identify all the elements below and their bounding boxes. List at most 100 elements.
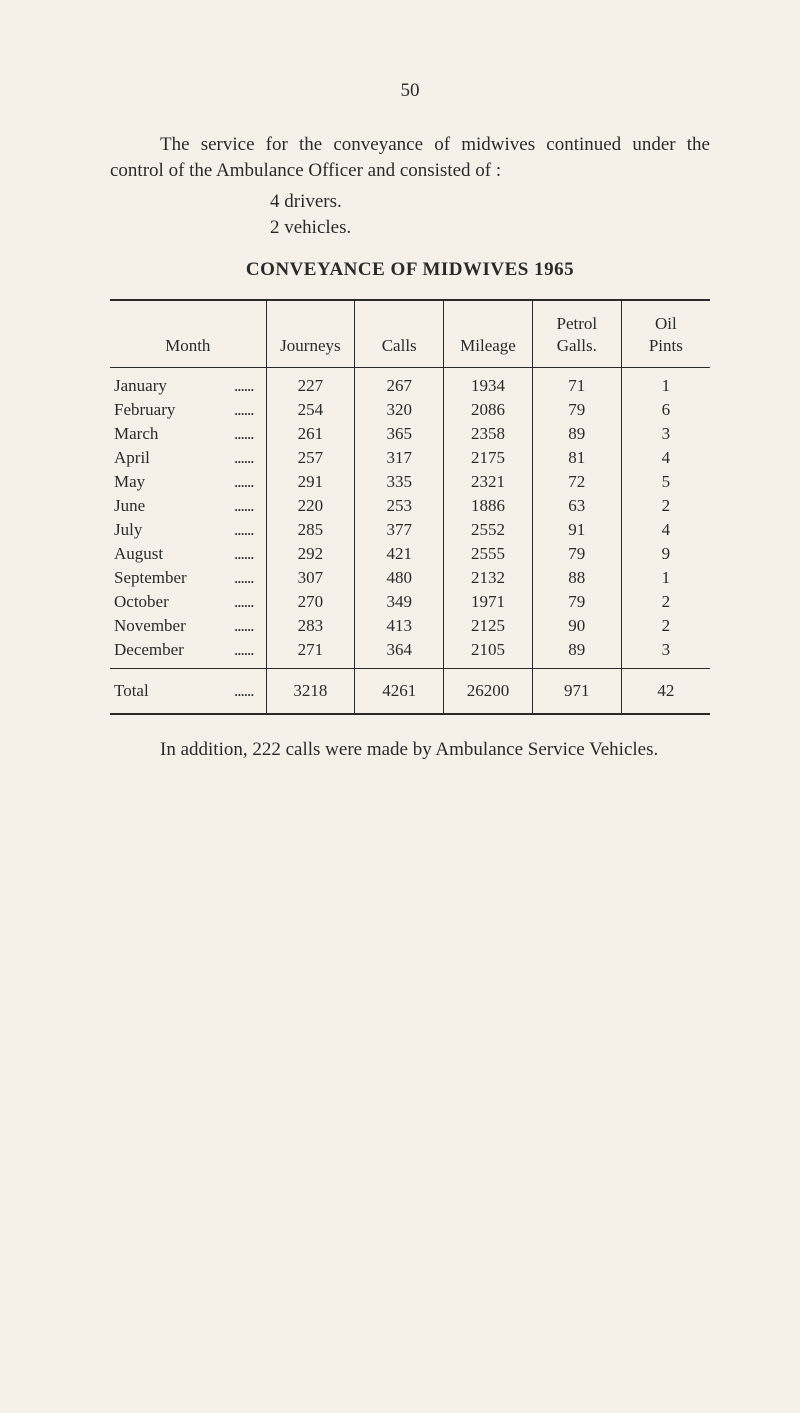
cell-mileage: 2555 xyxy=(444,542,533,566)
cell-oil: 1 xyxy=(621,367,710,398)
table-row: May......2913352321725 xyxy=(110,470,710,494)
table-row: February......2543202086796 xyxy=(110,398,710,422)
cell-journeys: 220 xyxy=(266,494,355,518)
cell-month: November...... xyxy=(110,614,266,638)
cell-mileage: 2358 xyxy=(444,422,533,446)
cell-calls: 253 xyxy=(355,494,444,518)
cell-mileage: 2125 xyxy=(444,614,533,638)
total-calls: 4261 xyxy=(355,668,444,714)
cell-journeys: 257 xyxy=(266,446,355,470)
cell-petrol: 89 xyxy=(532,422,621,446)
conveyance-table: Month Journeys Calls Mileage PetrolGalls… xyxy=(110,299,710,715)
cell-oil: 4 xyxy=(621,446,710,470)
total-journeys: 3218 xyxy=(266,668,355,714)
cell-petrol: 89 xyxy=(532,638,621,669)
cell-oil: 2 xyxy=(621,494,710,518)
cell-mileage: 2105 xyxy=(444,638,533,669)
cell-journeys: 270 xyxy=(266,590,355,614)
cell-month: April...... xyxy=(110,446,266,470)
cell-mileage: 1934 xyxy=(444,367,533,398)
cell-journeys: 285 xyxy=(266,518,355,542)
footer-paragraph: In addition, 222 calls were made by Ambu… xyxy=(110,737,710,763)
cell-calls: 349 xyxy=(355,590,444,614)
cell-journeys: 292 xyxy=(266,542,355,566)
cell-journeys: 307 xyxy=(266,566,355,590)
total-petrol: 971 xyxy=(532,668,621,714)
cell-calls: 421 xyxy=(355,542,444,566)
intro-paragraph: The service for the conveyance of midwiv… xyxy=(110,132,710,183)
table-row: March......2613652358893 xyxy=(110,422,710,446)
cell-oil: 1 xyxy=(621,566,710,590)
table-row: June......2202531886632 xyxy=(110,494,710,518)
cell-mileage: 2086 xyxy=(444,398,533,422)
cell-mileage: 1886 xyxy=(444,494,533,518)
cell-mileage: 1971 xyxy=(444,590,533,614)
cell-journeys: 227 xyxy=(266,367,355,398)
cell-month: May...... xyxy=(110,470,266,494)
cell-journeys: 254 xyxy=(266,398,355,422)
total-label: Total...... xyxy=(110,668,266,714)
total-oil: 42 xyxy=(621,668,710,714)
cell-month: March...... xyxy=(110,422,266,446)
table-row: July......2853772552914 xyxy=(110,518,710,542)
cell-oil: 9 xyxy=(621,542,710,566)
cell-oil: 4 xyxy=(621,518,710,542)
header-mileage: Mileage xyxy=(444,300,533,368)
cell-petrol: 79 xyxy=(532,398,621,422)
cell-calls: 365 xyxy=(355,422,444,446)
header-calls: Calls xyxy=(355,300,444,368)
cell-journeys: 283 xyxy=(266,614,355,638)
header-journeys: Journeys xyxy=(266,300,355,368)
cell-oil: 6 xyxy=(621,398,710,422)
cell-petrol: 72 xyxy=(532,470,621,494)
table-row: September......3074802132881 xyxy=(110,566,710,590)
table-row: October......2703491971792 xyxy=(110,590,710,614)
cell-petrol: 81 xyxy=(532,446,621,470)
cell-month: July...... xyxy=(110,518,266,542)
cell-calls: 377 xyxy=(355,518,444,542)
cell-oil: 2 xyxy=(621,590,710,614)
cell-month: August...... xyxy=(110,542,266,566)
cell-calls: 413 xyxy=(355,614,444,638)
cell-month: September...... xyxy=(110,566,266,590)
page-number: 50 xyxy=(110,80,710,102)
table-row: December......2713642105893 xyxy=(110,638,710,669)
cell-calls: 480 xyxy=(355,566,444,590)
cell-oil: 5 xyxy=(621,470,710,494)
cell-month: October...... xyxy=(110,590,266,614)
table-total-row: Total...... 3218 4261 26200 971 42 xyxy=(110,668,710,714)
cell-mileage: 2132 xyxy=(444,566,533,590)
cell-petrol: 79 xyxy=(532,590,621,614)
cell-month: January...... xyxy=(110,367,266,398)
header-petrol: PetrolGalls. xyxy=(532,300,621,368)
cell-petrol: 91 xyxy=(532,518,621,542)
table-row: August......2924212555799 xyxy=(110,542,710,566)
table-row: November......2834132125902 xyxy=(110,614,710,638)
cell-calls: 364 xyxy=(355,638,444,669)
cell-month: December...... xyxy=(110,638,266,669)
header-oil: OilPints xyxy=(621,300,710,368)
cell-petrol: 90 xyxy=(532,614,621,638)
cell-petrol: 79 xyxy=(532,542,621,566)
cell-journeys: 271 xyxy=(266,638,355,669)
cell-calls: 317 xyxy=(355,446,444,470)
cell-oil: 2 xyxy=(621,614,710,638)
table-row: April......2573172175814 xyxy=(110,446,710,470)
list-items: 4 drivers. 2 vehicles. xyxy=(270,189,710,240)
cell-mileage: 2175 xyxy=(444,446,533,470)
table-row: January......2272671934711 xyxy=(110,367,710,398)
cell-oil: 3 xyxy=(621,422,710,446)
cell-mileage: 2321 xyxy=(444,470,533,494)
list-item-drivers: 4 drivers. xyxy=(270,189,710,215)
header-month: Month xyxy=(110,300,266,368)
total-mileage: 26200 xyxy=(444,668,533,714)
cell-petrol: 71 xyxy=(532,367,621,398)
cell-journeys: 261 xyxy=(266,422,355,446)
cell-petrol: 63 xyxy=(532,494,621,518)
cell-calls: 267 xyxy=(355,367,444,398)
cell-calls: 320 xyxy=(355,398,444,422)
cell-mileage: 2552 xyxy=(444,518,533,542)
cell-oil: 3 xyxy=(621,638,710,669)
list-item-vehicles: 2 vehicles. xyxy=(270,215,710,241)
table-header-row: Month Journeys Calls Mileage PetrolGalls… xyxy=(110,300,710,368)
